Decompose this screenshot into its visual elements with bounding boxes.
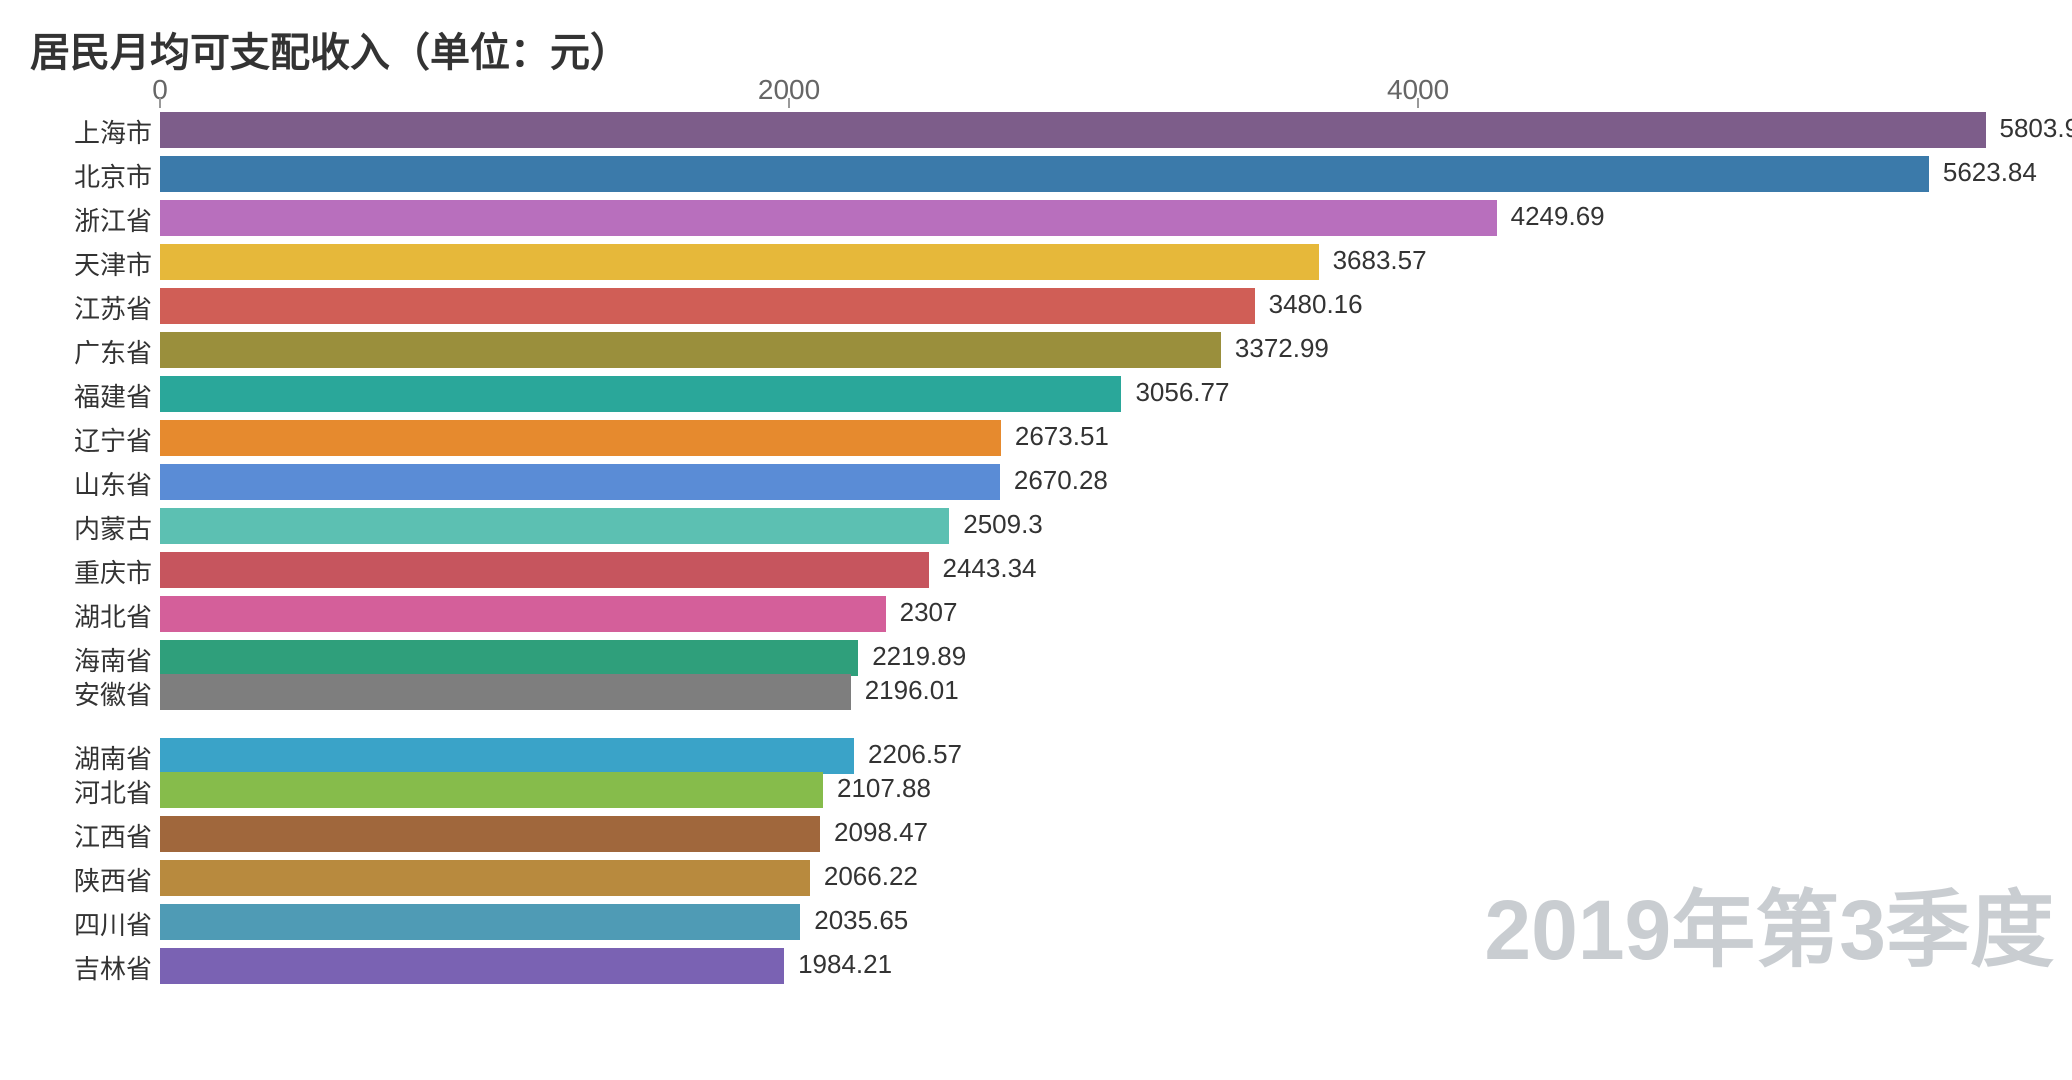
category-label: 陕西省 — [74, 861, 152, 898]
value-label: 2066.22 — [824, 861, 918, 892]
category-label: 安徽省 — [74, 675, 152, 712]
value-label: 2196.01 — [865, 675, 959, 706]
bar — [160, 772, 823, 809]
category-label: 天津市 — [74, 245, 152, 282]
bar — [160, 332, 1221, 369]
category-label: 湖北省 — [74, 597, 152, 634]
value-label: 2206.57 — [868, 739, 962, 770]
bar — [160, 860, 810, 897]
bar — [160, 948, 784, 985]
value-label: 3372.99 — [1235, 333, 1329, 364]
value-label: 2035.65 — [814, 905, 908, 936]
category-label: 河北省 — [74, 773, 152, 810]
category-label: 内蒙古 — [74, 509, 152, 546]
category-label: 北京市 — [74, 157, 152, 194]
category-label: 重庆市 — [74, 553, 152, 590]
x-tick — [788, 98, 790, 108]
category-label: 辽宁省 — [74, 421, 152, 458]
value-label: 3480.16 — [1269, 289, 1363, 320]
value-label: 2098.47 — [834, 817, 928, 848]
category-label: 吉林省 — [74, 949, 152, 986]
bar — [160, 244, 1319, 281]
category-label: 浙江省 — [74, 201, 152, 238]
x-tick — [1417, 98, 1419, 108]
value-label: 2670.28 — [1014, 465, 1108, 496]
chart-title: 居民月均可支配收入（单位：元） — [30, 20, 630, 78]
category-label: 上海市 — [74, 113, 152, 150]
value-label: 2307 — [900, 597, 958, 628]
value-label: 2107.88 — [837, 773, 931, 804]
category-label: 湖南省 — [74, 739, 152, 776]
bar — [160, 200, 1497, 237]
value-label: 2509.3 — [963, 509, 1043, 540]
bar — [160, 674, 851, 711]
value-label: 3056.77 — [1135, 377, 1229, 408]
category-label: 福建省 — [74, 377, 152, 414]
value-label: 5803.99 — [2000, 113, 2072, 144]
value-label: 2443.34 — [943, 553, 1037, 584]
bar — [160, 904, 800, 941]
period-watermark: 2019年第3季度 — [1484, 863, 2054, 984]
bar — [160, 596, 886, 633]
value-label: 3683.57 — [1333, 245, 1427, 276]
category-label: 山东省 — [74, 465, 152, 502]
category-label: 四川省 — [74, 905, 152, 942]
category-label: 广东省 — [74, 333, 152, 370]
bar — [160, 508, 949, 545]
bar — [160, 640, 858, 677]
bar — [160, 816, 820, 853]
category-label: 江西省 — [74, 817, 152, 854]
bar — [160, 112, 1986, 149]
x-tick — [159, 98, 161, 108]
value-label: 2219.89 — [872, 641, 966, 672]
category-label: 海南省 — [74, 641, 152, 678]
bar — [160, 552, 929, 589]
category-label: 江苏省 — [74, 289, 152, 326]
value-label: 1984.21 — [798, 949, 892, 980]
value-label: 2673.51 — [1015, 421, 1109, 452]
value-label: 5623.84 — [1943, 157, 2037, 188]
bar — [160, 738, 854, 775]
bar — [160, 156, 1929, 193]
value-label: 4249.69 — [1511, 201, 1605, 232]
bar — [160, 420, 1001, 457]
income-bar-chart: 居民月均可支配收入（单位：元） 020004000 上海市5803.99北京市5… — [0, 0, 2072, 1080]
bar — [160, 376, 1121, 413]
bar — [160, 464, 1000, 501]
bar — [160, 288, 1255, 325]
